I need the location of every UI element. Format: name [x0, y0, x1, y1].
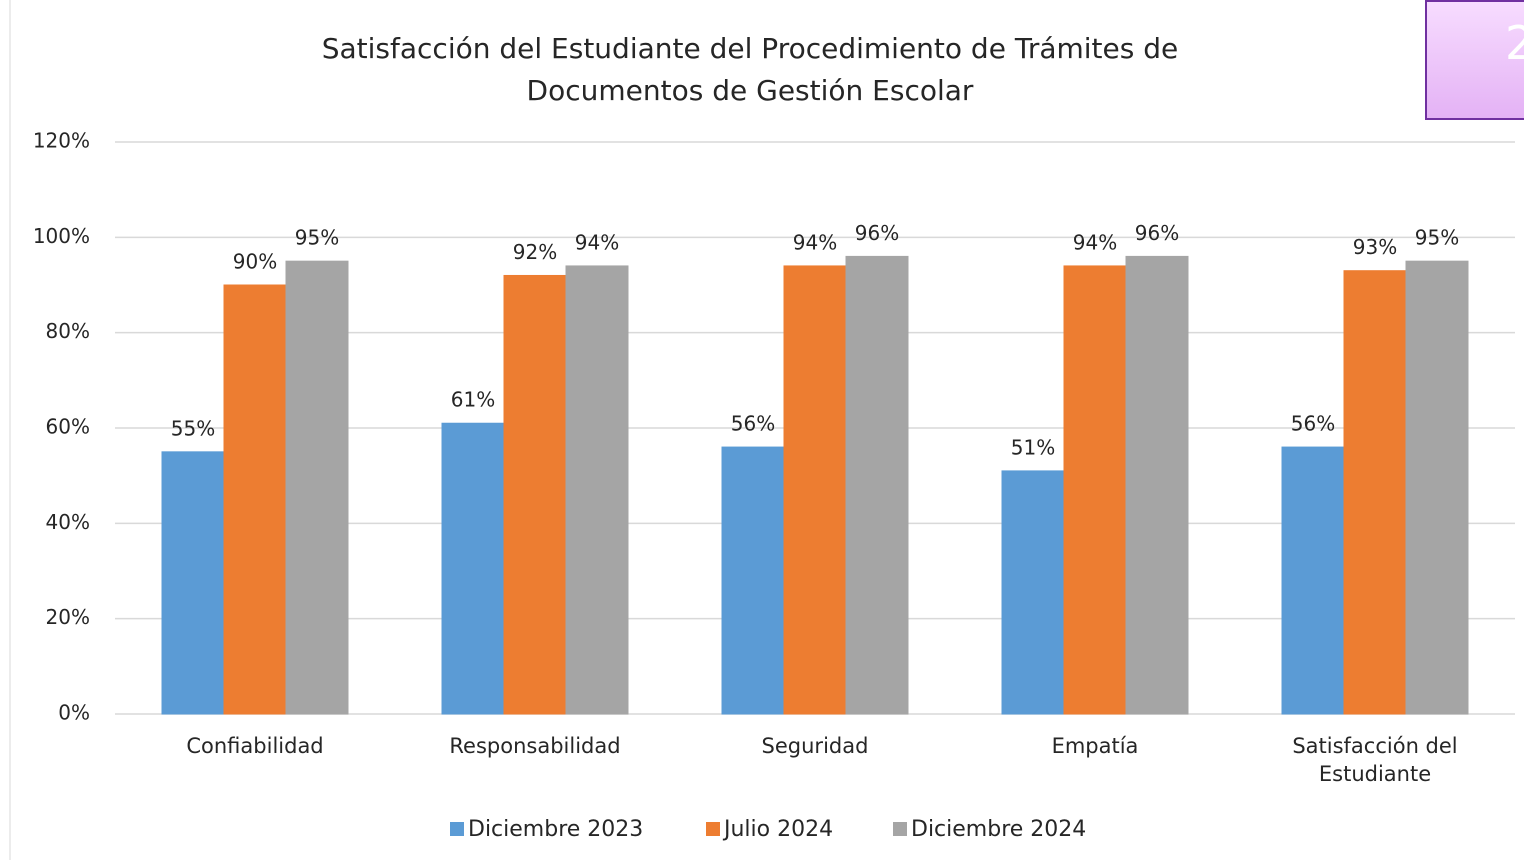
data-label: 61%	[451, 388, 495, 412]
legend-swatch	[893, 822, 907, 836]
bar	[285, 260, 349, 715]
legend-label: Diciembre 2023	[468, 817, 643, 842]
x-tick-label: Confiabilidad	[186, 734, 324, 758]
data-label: 94%	[1073, 230, 1117, 254]
x-tick-label: Satisfacción del Estudiante	[1292, 734, 1458, 786]
bar	[783, 265, 847, 715]
data-label: 56%	[1291, 412, 1335, 436]
bar	[1281, 446, 1345, 715]
bar	[565, 265, 629, 715]
bar	[1001, 470, 1065, 715]
y-tick-label: 80%	[46, 319, 90, 343]
bar	[1343, 270, 1407, 715]
data-label: 51%	[1011, 435, 1055, 459]
data-label: 94%	[793, 230, 837, 254]
chart-title: Satisfacción del Estudiante del Procedim…	[321, 32, 1179, 107]
bar	[161, 451, 225, 715]
legend-label: Diciembre 2024	[911, 817, 1086, 842]
y-tick-label: 0%	[58, 701, 90, 725]
bar	[1125, 255, 1189, 715]
y-tick-label: 120%	[33, 129, 90, 153]
slide-number: 2	[1425, 0, 1524, 120]
bar	[503, 274, 567, 715]
y-tick-label: 20%	[46, 605, 90, 629]
bar	[1405, 260, 1469, 715]
bar	[845, 255, 909, 715]
data-label: 96%	[855, 221, 899, 245]
legend-swatch	[706, 822, 720, 836]
legend-label: Julio 2024	[722, 817, 833, 842]
data-label: 95%	[295, 226, 339, 250]
data-label: 95%	[1415, 226, 1459, 250]
bar	[223, 284, 287, 715]
data-label: 92%	[513, 240, 557, 264]
bar	[441, 422, 505, 715]
x-tick-label: Responsabilidad	[449, 734, 621, 758]
y-tick-label: 100%	[33, 224, 90, 248]
y-tick-label: 40%	[46, 510, 90, 534]
legend-swatch	[450, 822, 464, 836]
data-label: 55%	[171, 416, 215, 440]
x-tick-label: Seguridad	[761, 734, 869, 758]
data-label: 56%	[731, 412, 775, 436]
data-label: 94%	[575, 230, 619, 254]
bar	[721, 446, 785, 715]
data-label: 96%	[1135, 221, 1179, 245]
data-label: 93%	[1353, 235, 1397, 259]
x-tick-label: Empatía	[1051, 734, 1139, 758]
bar	[1063, 265, 1127, 715]
data-label: 90%	[233, 250, 277, 274]
y-tick-label: 60%	[46, 415, 90, 439]
